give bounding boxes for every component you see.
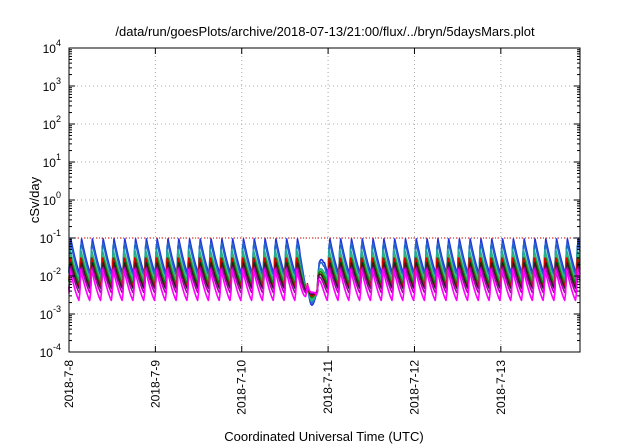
- x-tick-label: 2018-7-9: [148, 360, 162, 408]
- y-tick-exponent: 0: [56, 190, 61, 200]
- series-line: [68, 238, 581, 306]
- x-tick-label: 2018-7-10: [235, 360, 249, 415]
- x-axis-label: Coordinated Universal Time (UTC): [224, 429, 423, 444]
- y-tick-base: 10: [40, 232, 54, 246]
- x-tick-label: 2018-7-11: [321, 360, 335, 414]
- series-line: [68, 257, 581, 299]
- y-tick-exponent: 2: [56, 114, 61, 124]
- y-tick-base: 10: [43, 156, 57, 170]
- y-tick-exponent: 1: [56, 152, 61, 162]
- y-tick-label: 101: [43, 152, 61, 170]
- y-tick-label: 102: [43, 114, 61, 132]
- series-line: [68, 268, 581, 302]
- x-tick-labels: 2018-7-8 2018-7-9 2018-7-10 2018-7-11 2018-7…: [62, 360, 508, 415]
- y-tick-exponent: -4: [53, 342, 61, 352]
- y-tick-base: 10: [43, 80, 57, 94]
- series-line: [68, 242, 581, 304]
- axis-ticks: [68, 47, 580, 353]
- y-tick-exponent: -3: [53, 304, 61, 314]
- y-tick-label: 10-2: [40, 266, 61, 284]
- y-tick-base: 10: [43, 42, 57, 56]
- x-tick-label: 2018-7-12: [407, 360, 421, 415]
- y-tick-base: 10: [43, 194, 57, 208]
- x-tick-label: 2018-7-13: [494, 360, 508, 415]
- y-tick-base: 10: [43, 118, 57, 132]
- series-line: [68, 254, 581, 300]
- y-tick-base: 10: [40, 270, 54, 284]
- y-tick-label: 10-1: [40, 228, 61, 246]
- series-line: [68, 266, 581, 295]
- y-tick-label: 104: [43, 38, 61, 56]
- grid: [69, 48, 580, 352]
- y-tick-label: 10-3: [40, 304, 61, 322]
- y-axis-label: cSv/day: [27, 176, 42, 223]
- y-tick-exponent: 3: [56, 76, 61, 86]
- chart-title: /data/run/goesPlots/archive/2018-07-13/2…: [115, 24, 535, 39]
- y-tick-base: 10: [40, 308, 54, 322]
- y-tick-label: 103: [43, 76, 61, 94]
- x-tick-label: 2018-7-8: [62, 360, 76, 408]
- y-tick-label: 10-4: [40, 342, 61, 360]
- y-tick-exponent: 4: [56, 38, 61, 48]
- y-tick-exponent: -1: [53, 228, 61, 238]
- y-tick-base: 10: [40, 346, 54, 360]
- y-tick-exponent: -2: [53, 266, 61, 276]
- y-tick-label: 100: [43, 190, 61, 208]
- series-line: [68, 262, 581, 296]
- series-layer: [68, 238, 581, 306]
